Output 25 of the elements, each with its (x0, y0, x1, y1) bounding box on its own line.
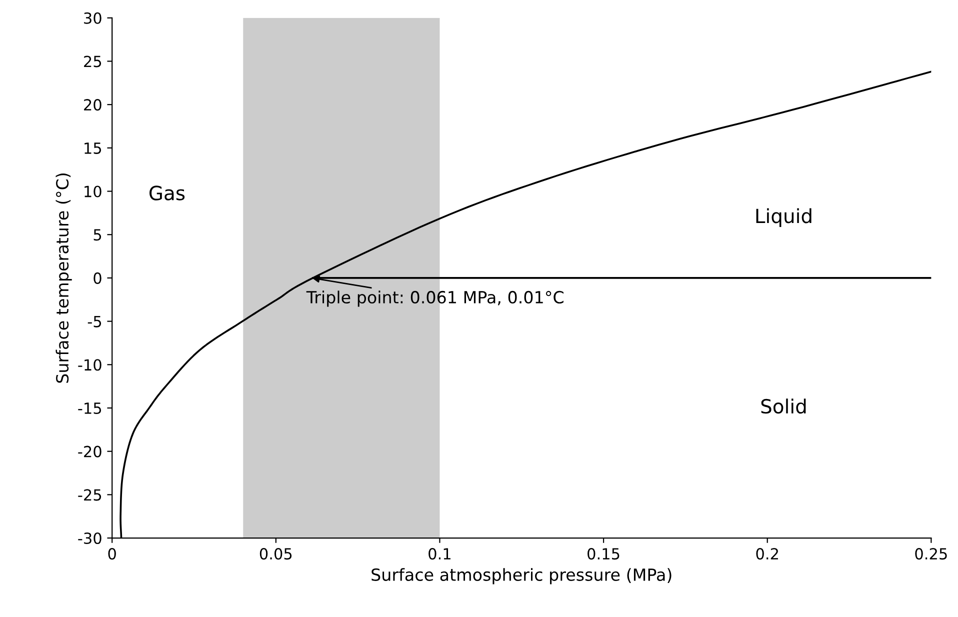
y-tick-label: 20 (84, 99, 102, 111)
y-tick-label: -10 (78, 359, 102, 371)
y-tick-label: 10 (84, 186, 102, 198)
x-axis-title: Surface atmospheric pressure (MPa) (372, 568, 672, 584)
annotation: Solid (761, 398, 806, 414)
y-tick-label: 5 (94, 229, 102, 241)
y-tick-label: 15 (84, 142, 102, 154)
x-tick-label: 0.1 (428, 548, 450, 560)
y-tick-label: -30 (78, 532, 102, 544)
y-tick-label: -25 (78, 489, 102, 501)
y-tick-label: 0 (94, 272, 102, 284)
y-tick-label: -20 (78, 446, 102, 458)
y-tick-label: 30 (84, 12, 102, 24)
x-tick-label: 0.25 (915, 548, 947, 560)
x-tick-label: 0.2 (756, 548, 778, 560)
x-tick-label: 0 (108, 548, 116, 560)
annotation: Gas (150, 186, 185, 200)
y-tick-label: -5 (88, 316, 102, 328)
annotation: Liquid (756, 208, 812, 228)
x-tick-label: 0.05 (260, 548, 292, 560)
y-axis-title: Surface temperature (°C) (56, 173, 72, 383)
annotation: Triple point: 0.061 MPa, 0.01°C (306, 290, 564, 307)
y-tick-label: -15 (78, 402, 102, 414)
y-tick-label: 25 (84, 56, 102, 68)
x-tick-label: 0.15 (588, 548, 620, 560)
